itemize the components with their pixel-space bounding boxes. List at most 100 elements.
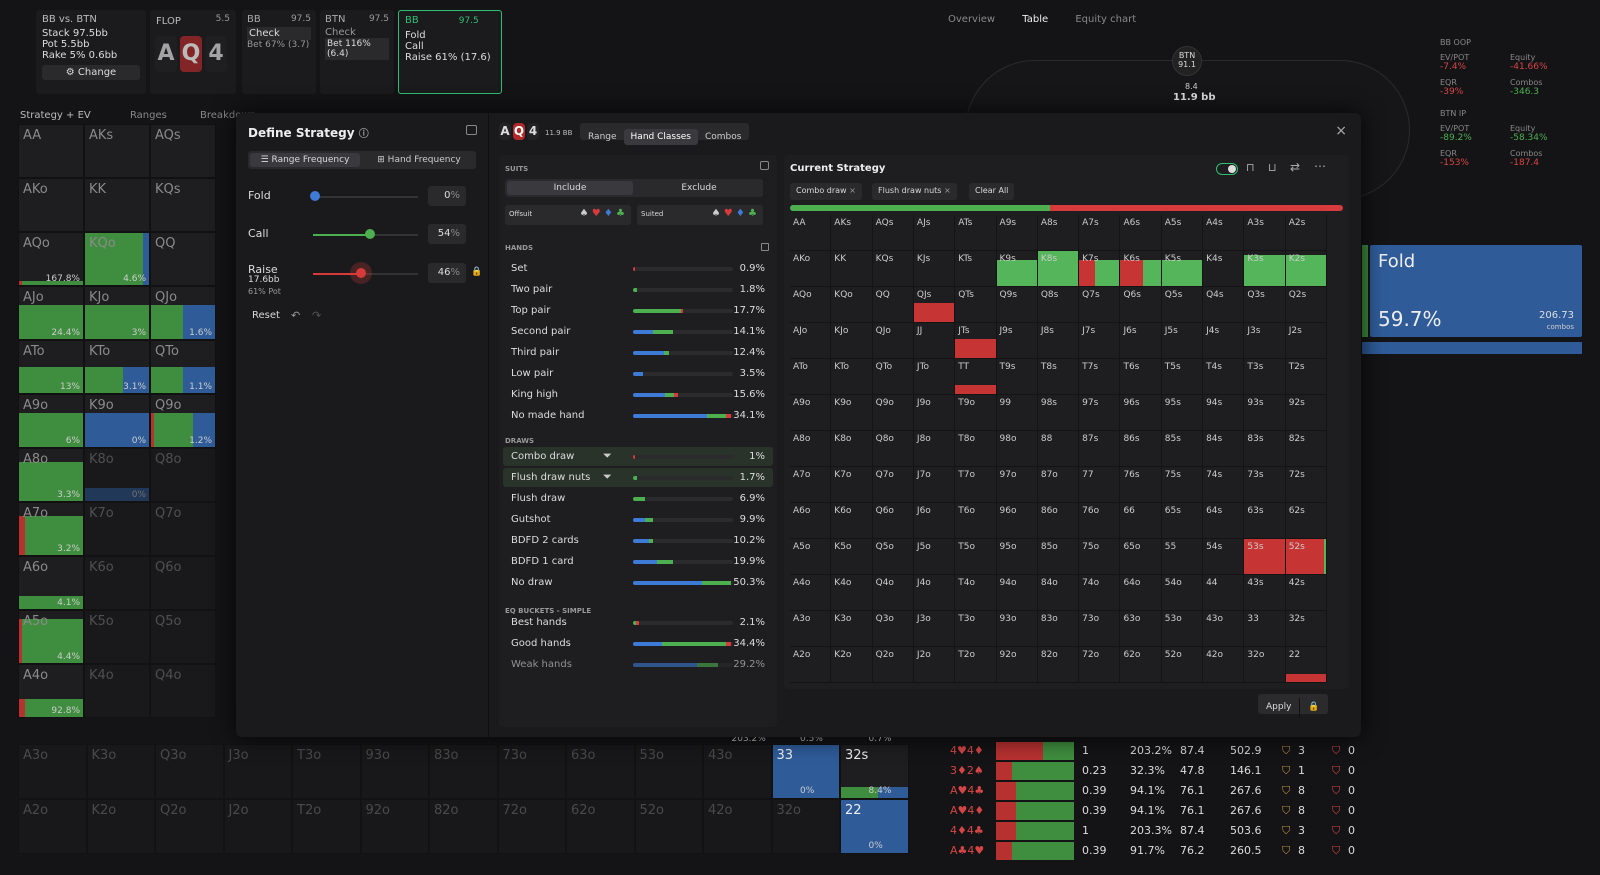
range-cell[interactable]: KK <box>84 178 150 232</box>
matrix-cell[interactable]: K2o <box>831 647 873 683</box>
matrix-cell[interactable]: J6s <box>1120 323 1162 359</box>
matrix-cell[interactable]: QJs <box>913 287 956 323</box>
matrix-cell[interactable]: 87o <box>1037 467 1080 503</box>
range-cell[interactable]: T3o <box>292 744 361 799</box>
action-node-3[interactable]: BB 97.5 Fold Call Raise 61% (17.6) <box>398 10 502 94</box>
range-cell[interactable]: A4o 92.8% <box>18 664 84 718</box>
matrix-cell[interactable]: 77 <box>1079 467 1121 503</box>
table-row[interactable]: A♣4♥ 0.39 91.7% 76.2 260.5 ⛉ 8 ⛉ 0 <box>950 842 1570 860</box>
collapse-icon[interactable] <box>466 125 477 135</box>
matrix-cell[interactable]: 76s <box>1120 467 1162 503</box>
matrix-cell[interactable]: Q6o <box>872 503 914 539</box>
matrix-cell[interactable]: 92o <box>996 647 1038 683</box>
matrix-cell[interactable]: Q2s <box>1285 287 1327 323</box>
spade-icon[interactable]: ♠ <box>579 208 589 219</box>
matrix-cell[interactable]: J7o <box>913 467 956 503</box>
tab-combos[interactable]: Combos <box>705 132 742 142</box>
matrix-cell[interactable]: J2o <box>913 647 956 683</box>
spade-icon[interactable]: ♠ <box>711 208 721 219</box>
undo-icon[interactable]: ↶ <box>291 309 301 322</box>
table-row[interactable]: 3♦2♠ 0.23 32.3% 47.8 146.1 ⛉ 1 ⛉ 0 <box>950 762 1570 780</box>
range-cell[interactable]: A7o 3.2% <box>18 502 84 556</box>
matrix-cell[interactable]: J8o <box>913 431 956 467</box>
range-cell[interactable]: 32o <box>771 799 840 854</box>
matrix-cell[interactable]: JJ <box>913 323 956 359</box>
matrix-cell[interactable]: QTo <box>872 359 914 395</box>
matrix-cell[interactable]: Q4o <box>872 575 914 611</box>
matrix-cell[interactable]: J2s <box>1285 323 1327 359</box>
matrix-cell[interactable]: 53o <box>1161 611 1204 647</box>
range-cell[interactable]: J3o <box>223 744 292 799</box>
matrix-cell[interactable]: 83o <box>1037 611 1080 647</box>
matrix-cell[interactable]: A7o <box>790 467 832 503</box>
hand-class-row[interactable]: BDFD 1 card 19.9% <box>503 552 773 571</box>
range-cell[interactable]: AQo 167.8% <box>18 232 84 286</box>
range-cell[interactable]: Q4o <box>150 664 216 718</box>
matrix-cell[interactable]: QQ <box>872 287 914 323</box>
matrix-cell[interactable]: A5s <box>1161 215 1204 251</box>
matrix-cell[interactable]: K6o <box>831 503 873 539</box>
matrix-cell[interactable]: K7s <box>1079 251 1121 287</box>
matrix-cell[interactable]: T3s <box>1244 359 1286 395</box>
table-row[interactable]: A♥4♣ 0.39 94.1% 76.1 267.6 ⛉ 8 ⛉ 0 <box>950 782 1570 800</box>
range-cell[interactable]: KTo 3.1% <box>84 340 150 394</box>
matrix-cell[interactable]: AKs <box>831 215 873 251</box>
matrix-cell[interactable]: A5o <box>790 539 832 575</box>
matrix-cell[interactable]: J4s <box>1203 323 1245 359</box>
matrix-cell[interactable]: A3s <box>1244 215 1286 251</box>
matrix-cell[interactable]: J3o <box>913 611 956 647</box>
matrix-cell[interactable]: 99 <box>996 395 1038 431</box>
matrix-cell[interactable]: 65o <box>1120 539 1162 575</box>
matrix-cell[interactable]: A9o <box>790 395 832 431</box>
matrix-cell[interactable]: J5o <box>913 539 956 575</box>
range-cell[interactable]: 42o <box>703 799 772 854</box>
tab-hand-classes[interactable]: Hand Classes <box>623 129 698 145</box>
matrix-cell[interactable]: K5s <box>1161 251 1204 287</box>
node-line[interactable]: Fold <box>405 30 426 41</box>
matrix-cell[interactable]: 44 <box>1203 575 1245 611</box>
matrix-cell[interactable]: AQs <box>872 215 914 251</box>
matrix-cell[interactable]: 87s <box>1079 431 1121 467</box>
hand-class-row[interactable]: Set 0.9% <box>503 259 773 278</box>
matrix-cell[interactable]: 94s <box>1203 395 1245 431</box>
matrix-cell[interactable]: KK <box>831 251 873 287</box>
matrix-cell[interactable]: 64o <box>1120 575 1162 611</box>
matrix-cell[interactable]: Q3s <box>1244 287 1286 323</box>
hand-class-row[interactable]: Good hands 34.4% <box>503 634 773 653</box>
node-line[interactable]: Check <box>325 27 356 38</box>
matrix-cell[interactable]: 93s <box>1244 395 1286 431</box>
matrix-cell[interactable]: KQs <box>872 251 914 287</box>
matrix-cell[interactable]: A8s <box>1037 215 1080 251</box>
range-cell[interactable]: K8o 0% <box>84 448 150 502</box>
matrix-cell[interactable]: 33 <box>1244 611 1286 647</box>
range-cell[interactable]: 63o <box>566 744 635 799</box>
matrix-cell[interactable]: T7s <box>1079 359 1121 395</box>
range-cell[interactable]: QJo 1.6% <box>150 286 216 340</box>
matrix-cell[interactable]: 98s <box>1037 395 1080 431</box>
range-cell[interactable]: K5o <box>84 610 150 664</box>
fold-summary[interactable]: Fold 59.7% 206.73 combos <box>1370 245 1582 337</box>
range-cell[interactable]: 32s <box>840 744 909 799</box>
range-cell[interactable]: A8o 3.3% <box>18 448 84 502</box>
matrix-cell[interactable]: 98o <box>996 431 1038 467</box>
matrix-cell[interactable]: 54s <box>1203 539 1245 575</box>
club-icon[interactable]: ♣ <box>748 208 757 219</box>
tab-strategy[interactable]: Strategy + EV <box>20 110 91 121</box>
range-cell[interactable]: A3o <box>18 744 87 799</box>
matrix-cell[interactable]: 82o <box>1037 647 1080 683</box>
matrix-cell[interactable]: KTs <box>955 251 997 287</box>
range-cell[interactable]: K4o <box>84 664 150 718</box>
matrix-cell[interactable]: K2s <box>1285 251 1327 287</box>
range-cell[interactable]: K6o <box>84 556 150 610</box>
fold-slider-track[interactable] <box>313 196 418 198</box>
range-cell[interactable]: QQ <box>150 232 216 286</box>
matrix-cell[interactable]: 32o <box>1244 647 1286 683</box>
hand-class-row[interactable]: Combo draw ⏷ 1% <box>503 447 773 466</box>
matrix-cell[interactable]: T9o <box>955 395 997 431</box>
range-cell[interactable]: 52o <box>634 799 703 854</box>
range-cell[interactable]: 72o <box>497 799 566 854</box>
hand-class-row[interactable]: Flush draw 6.9% <box>503 489 773 508</box>
tab-equity-chart[interactable]: Equity chart <box>1075 14 1137 25</box>
range-cell[interactable]: 73o <box>497 744 566 799</box>
matrix-cell[interactable]: 62o <box>1120 647 1162 683</box>
